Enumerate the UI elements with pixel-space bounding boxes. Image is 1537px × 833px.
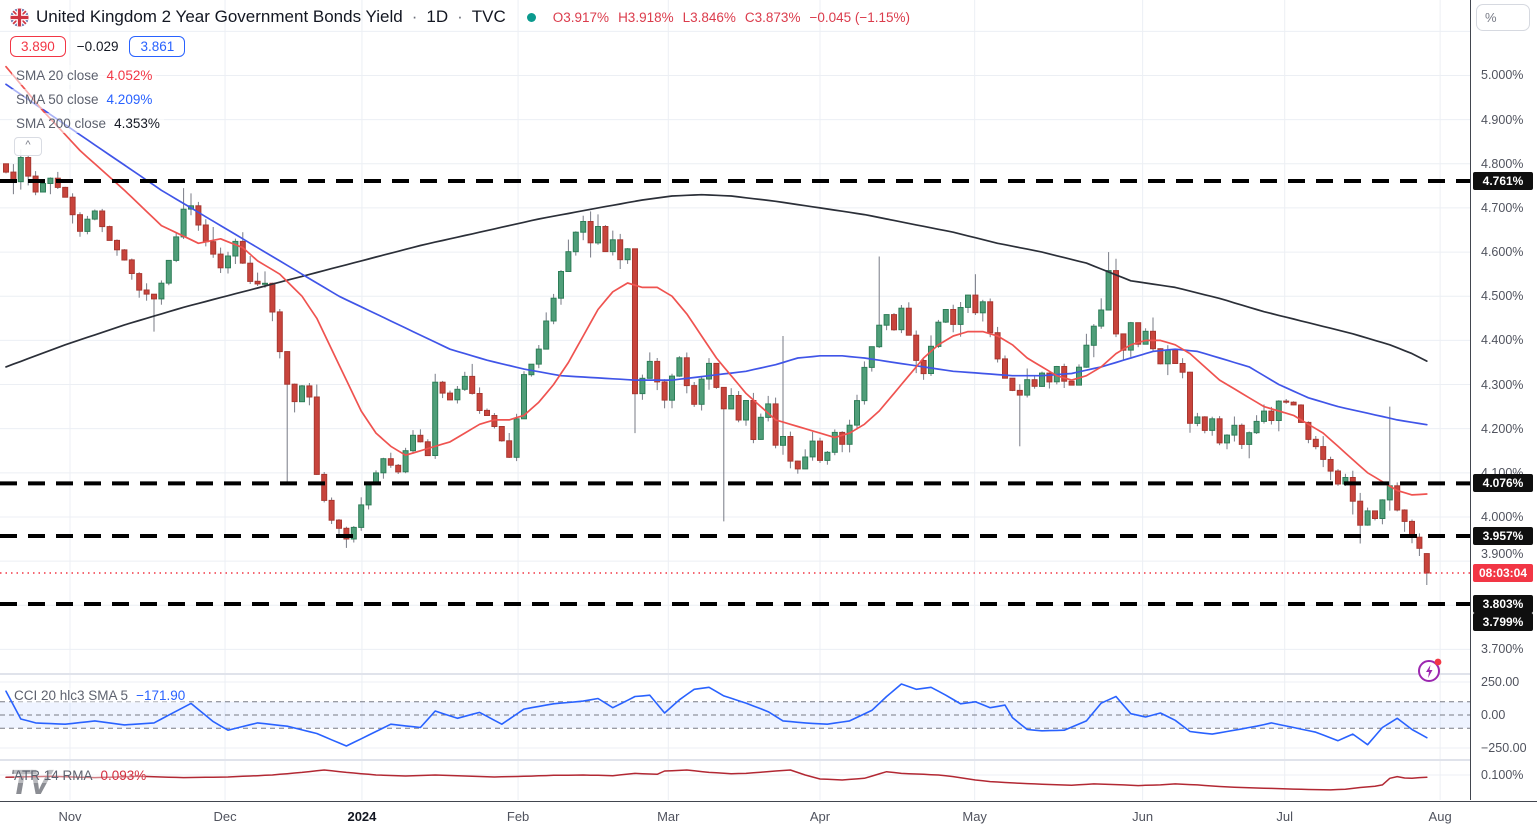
bar-countdown-label: 08:03:04	[1473, 564, 1533, 583]
level-price-label[interactable]: 4.076%	[1473, 474, 1533, 493]
ohlc-readout: O3.917% H3.918% L3.846% C3.873% −0.045 (…	[553, 10, 910, 25]
level-price-label[interactable]: 3.957%	[1473, 526, 1533, 545]
cci-axis-label: −250.00	[1481, 741, 1527, 755]
price-axis-label: 3.700%	[1481, 642, 1524, 657]
title-separator: ·	[411, 7, 418, 26]
legend-sma200[interactable]: SMA 200 close 4.353%	[12, 113, 164, 133]
sma200-line	[5, 193, 1428, 368]
sma200-label: SMA 200 close	[16, 115, 107, 131]
lightning-alert-icon[interactable]	[1417, 657, 1443, 683]
time-axis-label: Aug	[1428, 809, 1452, 824]
legend-sma20[interactable]: SMA 20 close 4.052%	[12, 65, 157, 85]
time-axis-label: Feb	[506, 809, 530, 824]
sma50-label: SMA 50 close	[16, 91, 99, 107]
legend-cci[interactable]: CCI 20 hlc3 SMA 5 −171.90	[14, 688, 186, 703]
time-axis-label: Dec	[213, 809, 237, 824]
spread-change-value: −0.029	[76, 39, 119, 54]
cci-line	[5, 683, 1428, 747]
market-status-dot-icon[interactable]	[526, 12, 536, 22]
time-axis-label: Nov	[58, 809, 82, 824]
legend-atr[interactable]: ATR 14 RMA 0.093%	[14, 768, 147, 783]
buy-button[interactable]: 3.861	[129, 36, 186, 57]
price-axis[interactable]: % 5.000% 4.900% 4.800% 4.700% 4.600% 4.500% 4.…	[1470, 0, 1537, 800]
ohlc-low: L3.846%	[682, 9, 736, 25]
time-axis-label: Mar	[657, 809, 680, 824]
legend-collapse-button[interactable]: ^	[14, 137, 42, 156]
ohlc-high: H3.918%	[618, 9, 674, 25]
price-axis-label: 3.900%	[1481, 547, 1524, 562]
time-axis[interactable]: Nov Dec 2024 Feb Mar Apr May Jun Jul Aug	[0, 801, 1537, 833]
ohlc-open: O3.917%	[552, 9, 610, 25]
symbol-title[interactable]: United Kingdom 2 Year Government Bonds Y…	[36, 7, 403, 26]
sma20-line	[5, 65, 1428, 496]
cci-axis-label: 0.00	[1481, 708, 1506, 722]
ohlc-change: −0.045 (−1.15%)	[809, 9, 911, 25]
uk-flag-icon	[10, 7, 29, 27]
price-axis-label: 4.700%	[1481, 200, 1524, 215]
cci-value: −171.90	[136, 688, 186, 703]
sma20-value: 4.052%	[106, 67, 153, 83]
price-axis-label: 4.400%	[1481, 333, 1524, 348]
time-axis-label: Jun	[1132, 809, 1154, 824]
bid-ask-row: 3.890 −0.029 3.861	[10, 36, 186, 57]
sma50-line	[5, 83, 1428, 426]
level-price-label[interactable]: 3.799%	[1473, 612, 1533, 631]
title-separator2: ·	[457, 7, 463, 26]
exchange-label[interactable]: TVC	[471, 7, 506, 26]
cci-label: CCI 20 hlc3 SMA 5	[14, 688, 129, 703]
sma20-label: SMA 20 close	[16, 67, 99, 83]
level-price-label[interactable]: 4.761%	[1473, 172, 1533, 190]
legend-sma50[interactable]: SMA 50 close 4.209%	[12, 89, 157, 109]
atr-line	[5, 769, 1428, 791]
percent-scale-button[interactable]: %	[1476, 4, 1530, 31]
cci-axis-label: 250.00	[1481, 675, 1520, 689]
atr-value: 0.093%	[100, 768, 147, 783]
symbol-header: United Kingdom 2 Year Government Bonds Y…	[10, 7, 910, 27]
ohlc-close: C3.873%	[744, 9, 801, 25]
atr-label: ATR 14 RMA	[14, 768, 93, 783]
interval-label[interactable]: 1D	[426, 7, 449, 26]
price-axis-label: 4.900%	[1481, 112, 1524, 127]
time-axis-label: May	[962, 809, 987, 824]
price-axis-label: 4.200%	[1481, 421, 1524, 436]
price-axis-label: 5.000%	[1481, 68, 1524, 83]
price-axis-label: 4.300%	[1481, 377, 1524, 392]
price-axis-label: 4.000%	[1481, 509, 1524, 524]
sma50-value: 4.209%	[106, 91, 153, 107]
sell-button[interactable]: 3.890	[10, 36, 66, 57]
candle-bodies	[3, 157, 1430, 574]
time-axis-label: 2024	[347, 809, 377, 824]
time-axis-label: Jul	[1276, 809, 1294, 824]
level-price-label[interactable]: 3.803%	[1473, 594, 1533, 613]
atr-axis-label: 0.100%	[1481, 768, 1524, 782]
price-axis-label: 4.600%	[1481, 245, 1524, 260]
time-axis-label: Apr	[809, 809, 831, 824]
price-axis-label: 4.800%	[1481, 156, 1524, 171]
sma200-value: 4.353%	[114, 115, 160, 131]
price-axis-label: 4.500%	[1481, 289, 1524, 304]
